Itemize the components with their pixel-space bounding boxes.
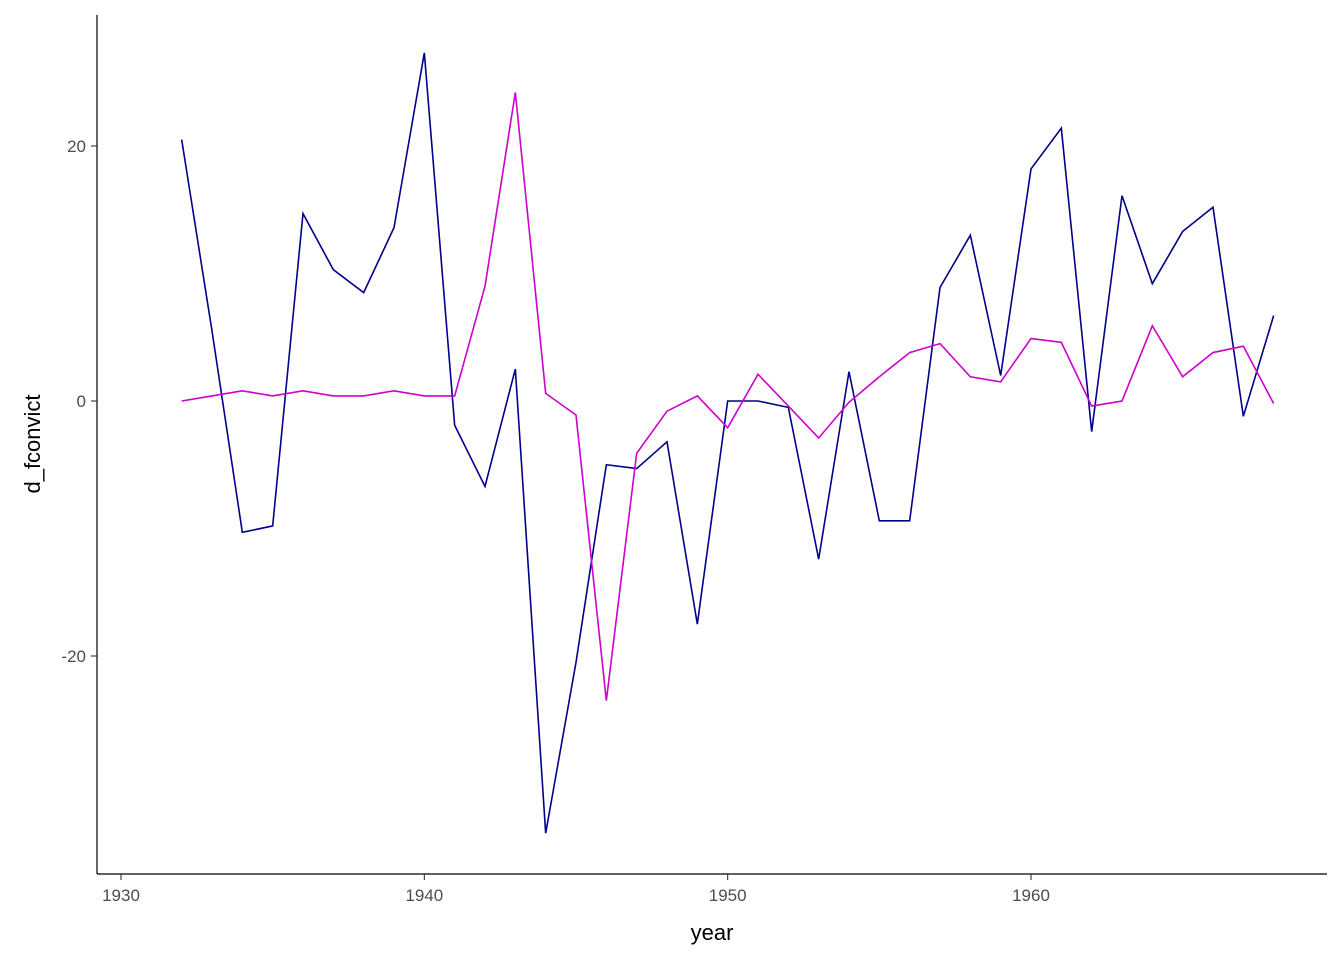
y-axis-title: d_fconvict (20, 394, 45, 493)
x-axis-ticks: 1930 1940 1950 1960 (102, 874, 1050, 905)
series-layer (180, 52, 1275, 834)
x-tick-label: 1930 (102, 886, 140, 905)
x-tick-label: 1960 (1012, 886, 1050, 905)
x-tick-label: 1950 (709, 886, 747, 905)
y-tick-label: 20 (67, 137, 86, 156)
y-axis-ticks: 20 0 -20 (61, 137, 97, 666)
x-axis-title: year (691, 920, 734, 945)
x-tick-label: 1940 (405, 886, 443, 905)
series-line-2 (181, 92, 1275, 701)
series-line-1 (180, 52, 1275, 834)
y-tick-label: -20 (61, 647, 86, 666)
y-tick-label: 0 (77, 392, 86, 411)
